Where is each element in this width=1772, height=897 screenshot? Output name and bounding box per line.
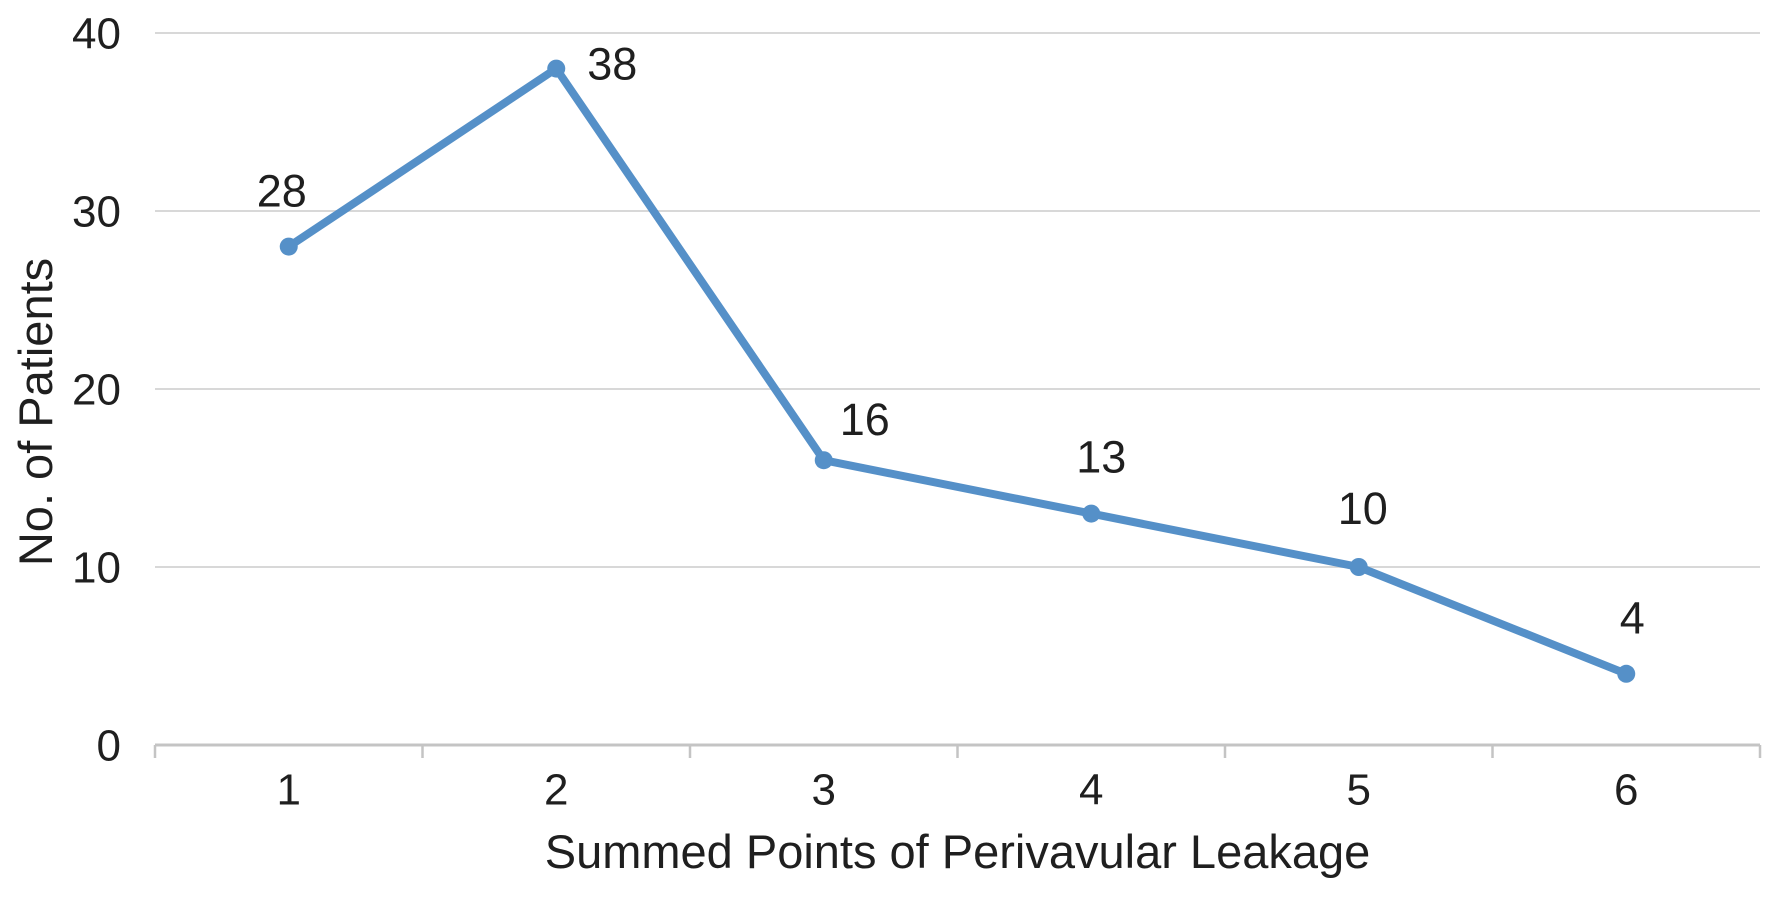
y-tick-label: 10 xyxy=(72,543,121,592)
data-point-marker xyxy=(547,59,566,78)
x-tick-label: 3 xyxy=(812,765,836,814)
data-point-marker xyxy=(814,451,833,470)
x-tick-label: 2 xyxy=(544,765,568,814)
data-point-marker xyxy=(1082,504,1101,523)
data-point-label: 38 xyxy=(587,38,637,89)
y-tick-label: 30 xyxy=(72,187,121,236)
y-tick-label: 0 xyxy=(97,721,121,770)
y-axis-title: No. of Patients xyxy=(8,257,62,567)
data-point-marker xyxy=(1349,558,1368,576)
data-point-label: 28 xyxy=(257,165,307,216)
y-tick-label: 40 xyxy=(72,9,121,58)
data-point-label: 4 xyxy=(1620,593,1645,644)
x-tick-label: 5 xyxy=(1347,765,1371,814)
data-point-marker xyxy=(279,237,298,256)
data-point-marker xyxy=(1617,664,1636,683)
x-tick-label: 6 xyxy=(1614,765,1638,814)
data-point-label: 16 xyxy=(840,394,890,445)
data-point-label: 13 xyxy=(1076,431,1126,482)
y-tick-label: 20 xyxy=(72,365,121,414)
series-line xyxy=(284,64,1631,678)
x-axis-title: Summed Points of Perivavular Leakage xyxy=(544,825,1371,878)
data-point-label: 10 xyxy=(1338,483,1388,534)
x-tick-label: 4 xyxy=(1079,765,1103,814)
x-tick-label: 1 xyxy=(277,765,301,814)
